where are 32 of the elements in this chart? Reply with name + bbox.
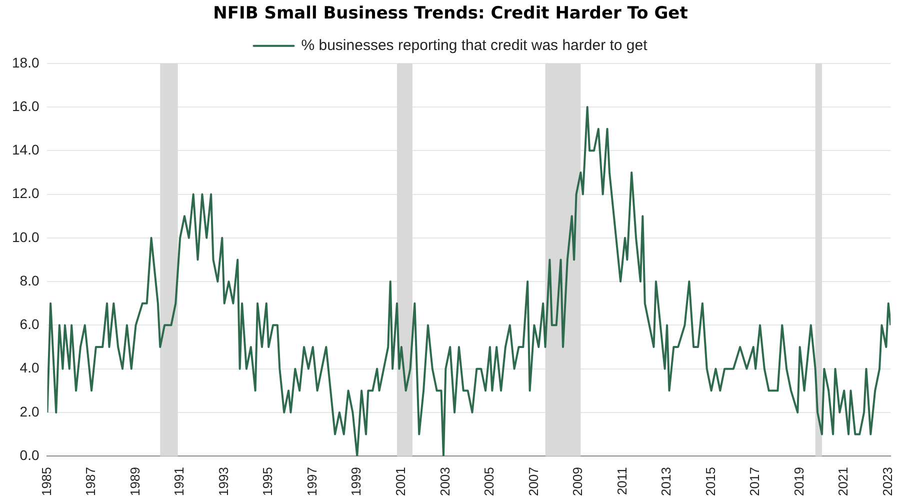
x-tick-label: 2013 — [658, 467, 674, 496]
x-tick-label: 2009 — [570, 467, 586, 496]
x-tick-label: 2023 — [880, 467, 895, 496]
x-tick-label: 1997 — [304, 467, 320, 496]
y-tick-label: 6.0 — [20, 316, 40, 332]
x-tick-label: 1985 — [38, 467, 54, 496]
chart-title: NFIB Small Business Trends: Credit Harder To Get — [213, 4, 688, 24]
y-tick-label: 10.0 — [12, 228, 40, 245]
x-tick-label: 2017 — [747, 467, 762, 496]
x-tick-label: 1991 — [172, 467, 187, 496]
x-tick-label: 1987 — [83, 467, 98, 496]
y-tick-label: 18.0 — [12, 54, 40, 70]
x-tick-label: 2003 — [437, 467, 452, 496]
x-tick-label: 2021 — [836, 467, 851, 496]
y-tick-label: 16.0 — [12, 98, 40, 114]
x-tick-label: 2007 — [526, 467, 541, 496]
x-tick-label: 1999 — [348, 467, 364, 496]
x-tick-label: 2011 — [614, 467, 630, 496]
y-tick-label: 2.0 — [20, 403, 40, 420]
legend-label: % businesses reporting that credit was harder to get — [301, 37, 648, 54]
x-tick-label: 1993 — [216, 467, 231, 496]
x-tick-label: 1989 — [127, 467, 142, 496]
x-tick-label: 2019 — [791, 467, 806, 496]
x-tick-label: 1995 — [260, 467, 276, 496]
y-tick-label: 0.0 — [20, 446, 40, 463]
y-tick-label: 8.0 — [20, 272, 40, 288]
y-tick-label: 14.0 — [12, 142, 40, 158]
x-tick-label: 2015 — [702, 467, 718, 496]
x-tick-label: 2005 — [482, 467, 497, 496]
y-tick-label: 4.0 — [20, 360, 40, 376]
x-tick-label: 2001 — [392, 467, 408, 496]
y-tick-label: 12.0 — [12, 185, 40, 202]
